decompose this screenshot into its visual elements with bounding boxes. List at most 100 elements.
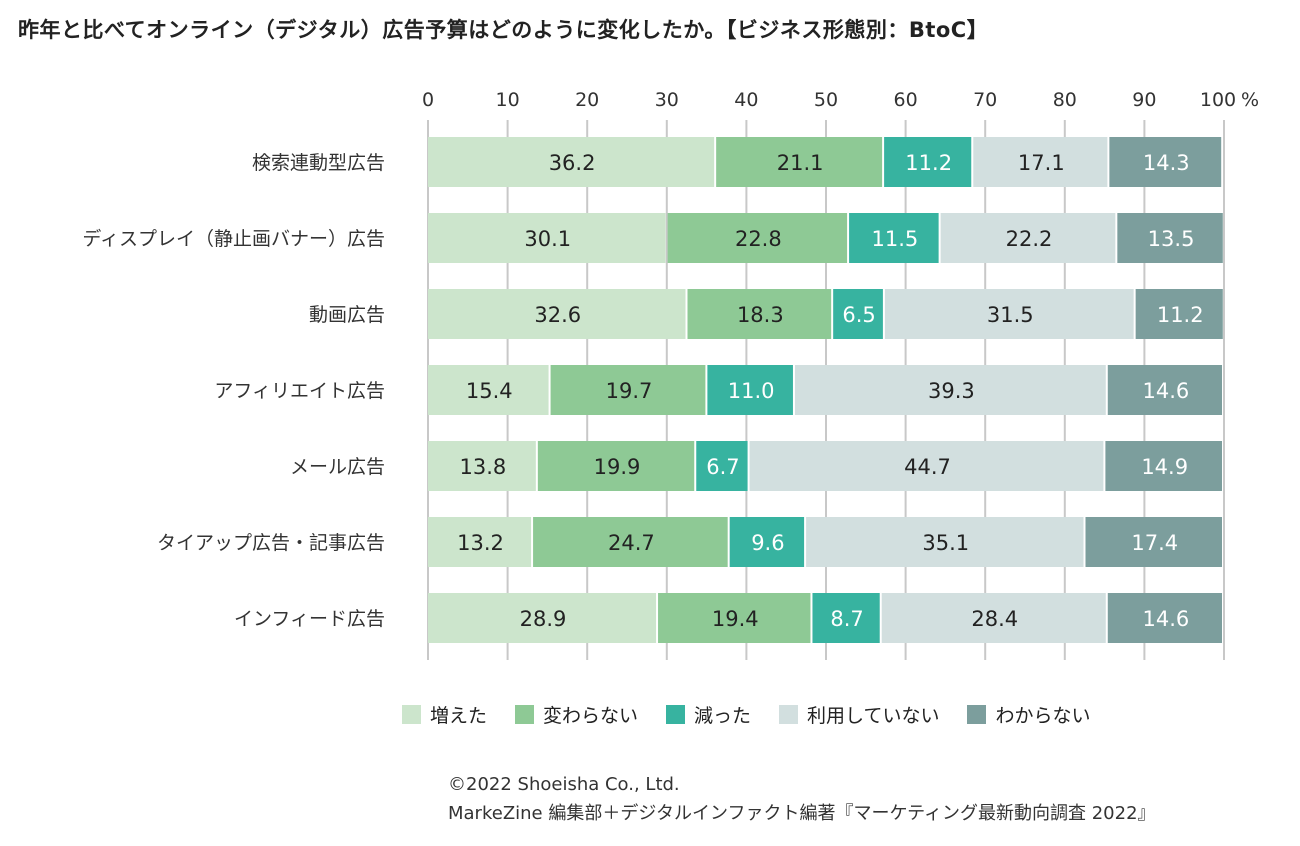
- data-label: 11.0: [728, 379, 775, 403]
- source-text: MarkeZine 編集部＋デジタルインファクト編著『マーケティング最新動向調査…: [448, 803, 1156, 824]
- data-label: 15.4: [466, 379, 513, 403]
- bar-segment: [1107, 593, 1222, 643]
- footer: ©2022 Shoeisha Co., Ltd. MarkeZine 編集部＋デ…: [448, 770, 1156, 828]
- data-label: 30.1: [524, 227, 571, 251]
- bar-segment: [1085, 517, 1222, 567]
- x-tick-label: 70: [973, 89, 997, 111]
- chart-title: 昨年と比べてオンライン（デジタル）広告予算はどのように変化したか。【ビジネス形態…: [18, 18, 989, 42]
- bar-segment: [884, 137, 972, 187]
- legend-item: わからない: [967, 701, 1091, 728]
- x-tick-label: 100: [1200, 89, 1236, 111]
- bar-segment: [884, 289, 1134, 339]
- x-tick-label: 20: [575, 89, 599, 111]
- data-label: 19.7: [606, 379, 653, 403]
- bar-segment: [550, 365, 706, 415]
- bar-segment: [716, 137, 883, 187]
- legend: 増えた 変わらない 減った 利用していない わからない: [402, 701, 1091, 728]
- legend-swatch: [402, 705, 421, 724]
- legend-swatch: [967, 705, 987, 724]
- data-label: 11.2: [1157, 303, 1204, 327]
- category-label: 動画広告: [309, 304, 385, 326]
- legend-item: 利用していない: [779, 701, 939, 728]
- category-label: タイアップ広告・記事広告: [157, 532, 385, 554]
- data-label: 39.3: [928, 379, 975, 403]
- data-label: 17.4: [1131, 531, 1178, 555]
- category-label: アフィリエイト広告: [214, 380, 385, 402]
- data-label: 36.2: [549, 151, 596, 175]
- data-label: 19.9: [594, 455, 641, 479]
- data-label: 11.2: [905, 151, 952, 175]
- bar-segment: [533, 517, 728, 567]
- data-label: 14.6: [1143, 607, 1190, 631]
- x-tick-label: 10: [496, 89, 520, 111]
- bar-segment: [1107, 365, 1222, 415]
- bar-segment: [1117, 213, 1223, 263]
- bar-segment: [973, 137, 1108, 187]
- x-tick-label: 0: [422, 89, 434, 111]
- data-label: 22.2: [1006, 227, 1053, 251]
- data-label: 14.9: [1141, 455, 1188, 479]
- data-label: 14.3: [1143, 151, 1190, 175]
- bar-segment: [1135, 289, 1223, 339]
- bar-segment: [794, 365, 1106, 415]
- data-label: 8.7: [830, 607, 863, 631]
- legend-item: 減った: [666, 701, 751, 728]
- bars: 36.2 21.1 11.2 17.1 14.3 30.1 22.8 11.5 22.2 13.5…: [428, 137, 1223, 643]
- category-label: ディスプレイ（静止画バナー）広告: [82, 228, 385, 250]
- data-label: 9.6: [751, 531, 784, 555]
- x-tick-label: 50: [814, 89, 838, 111]
- bar-segment: [812, 593, 880, 643]
- bar-segment: [1105, 441, 1222, 491]
- legend-label: 利用していない: [807, 705, 940, 727]
- bar-segment: [849, 213, 939, 263]
- legend-swatch: [666, 705, 686, 724]
- x-unit-label: %: [1241, 89, 1259, 111]
- legend-label: 減った: [694, 705, 752, 727]
- data-label: 6.7: [706, 455, 739, 479]
- x-tick-label: 60: [894, 89, 918, 111]
- data-label: 44.7: [904, 455, 951, 479]
- bar-segment: [428, 441, 536, 491]
- x-tick-label: 90: [1132, 89, 1156, 111]
- legend-label: 増えた: [430, 705, 488, 727]
- copyright-text: ©2022 Shoeisha Co., Ltd.: [448, 774, 680, 795]
- x-tick-label: 80: [1053, 89, 1077, 111]
- x-tick-label: 30: [655, 89, 679, 111]
- data-label: 13.2: [457, 531, 504, 555]
- legend-item: 増えた: [402, 701, 487, 728]
- data-label: 13.8: [460, 455, 507, 479]
- data-label: 18.3: [737, 303, 784, 327]
- bar-segment: [428, 517, 532, 567]
- category-labels: 検索連動型広告ディスプレイ（静止画バナー）広告動画広告アフィリエイト広告メール広…: [82, 152, 385, 630]
- data-label: 6.5: [842, 303, 875, 327]
- bar-segment: [428, 289, 686, 339]
- x-tick-label: 40: [734, 89, 758, 111]
- bar-segment: [707, 365, 793, 415]
- data-label: 14.6: [1143, 379, 1190, 403]
- bar-segment: [687, 289, 832, 339]
- category-label: メール広告: [290, 456, 385, 478]
- data-label: 28.9: [520, 607, 567, 631]
- data-label: 17.1: [1018, 151, 1065, 175]
- bar-segment: [749, 441, 1104, 491]
- data-label: 21.1: [777, 151, 824, 175]
- bar-segment: [833, 289, 883, 339]
- category-label: インフィード広告: [234, 608, 385, 630]
- bar-segment: [428, 213, 666, 263]
- bar-segment: [428, 365, 549, 415]
- bar-segment: [806, 517, 1084, 567]
- category-label: 検索連動型広告: [252, 152, 385, 174]
- legend-swatch: [779, 705, 799, 724]
- data-label: 13.5: [1148, 227, 1195, 251]
- data-label: 11.5: [871, 227, 918, 251]
- bar-segment: [940, 213, 1116, 263]
- bar-segment: [537, 441, 695, 491]
- legend-item: 変わらない: [515, 701, 638, 728]
- data-label: 31.5: [987, 303, 1034, 327]
- bar-segment: [696, 441, 748, 491]
- bar-segment: [1109, 137, 1222, 187]
- data-label: 24.7: [608, 531, 655, 555]
- data-label: 22.8: [735, 227, 782, 251]
- data-label: 32.6: [534, 303, 581, 327]
